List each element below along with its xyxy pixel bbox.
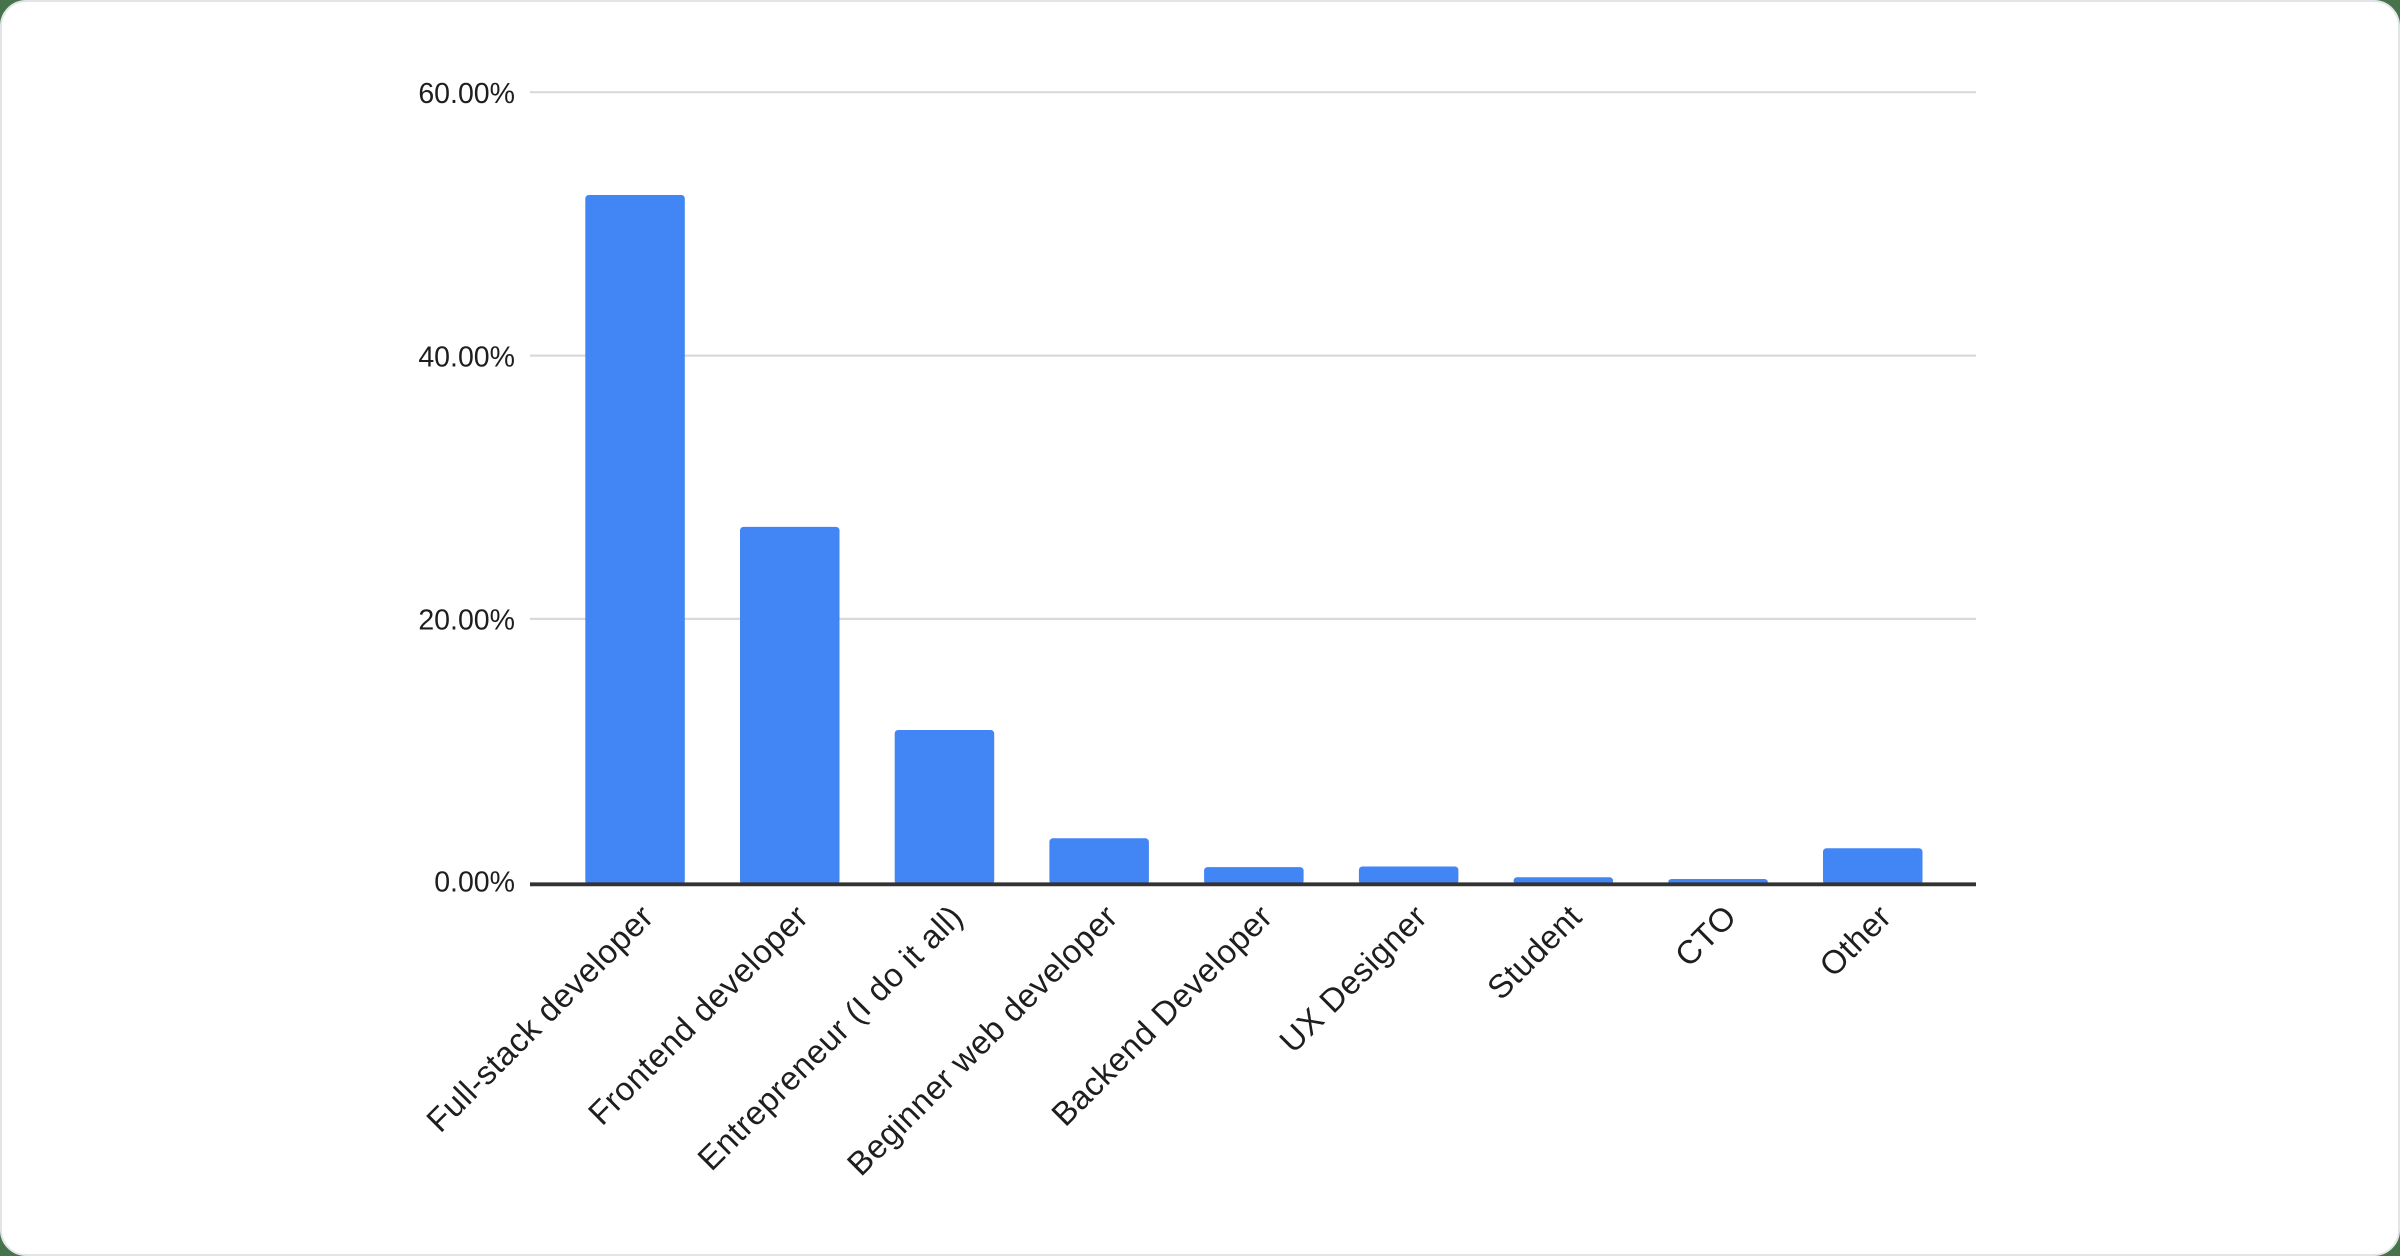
svg-text:40.00%: 40.00% — [418, 341, 515, 373]
svg-text:60.00%: 60.00% — [418, 78, 515, 110]
svg-text:CTO: CTO — [1667, 898, 1743, 974]
svg-text:Student: Student — [1480, 898, 1589, 1007]
svg-text:Other: Other — [1812, 898, 1898, 984]
svg-text:Beginner web developer: Beginner web developer — [840, 898, 1125, 1183]
svg-text:0.00%: 0.00% — [434, 866, 515, 898]
svg-text:UX Designer: UX Designer — [1272, 898, 1434, 1060]
svg-text:20.00%: 20.00% — [418, 605, 515, 637]
svg-text:Entrepreneur (I do it all): Entrepreneur (I do it all) — [690, 898, 970, 1178]
